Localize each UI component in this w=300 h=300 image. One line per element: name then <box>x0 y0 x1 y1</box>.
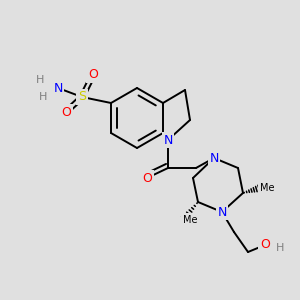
Text: Me: Me <box>260 183 275 193</box>
Text: H: H <box>39 92 47 102</box>
Text: O: O <box>61 106 71 118</box>
Text: O: O <box>260 238 270 251</box>
Text: N: N <box>163 134 173 146</box>
Text: O: O <box>88 68 98 82</box>
Text: N: N <box>209 152 219 164</box>
Text: Me: Me <box>183 215 197 225</box>
Text: H: H <box>276 243 284 253</box>
Text: O: O <box>142 172 152 184</box>
Text: N: N <box>217 206 227 218</box>
Text: N: N <box>53 82 63 94</box>
Text: S: S <box>78 91 86 103</box>
Text: H: H <box>36 75 44 85</box>
